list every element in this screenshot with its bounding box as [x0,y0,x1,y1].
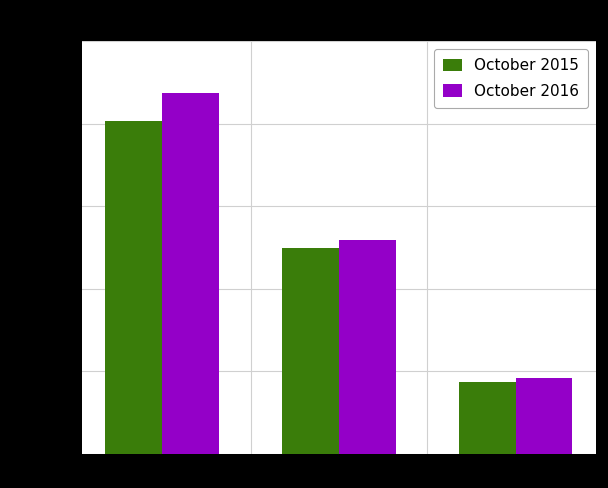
Bar [339,240,396,454]
Bar [516,378,573,454]
Bar [105,121,162,454]
Legend: October 2015, October 2016: October 2015, October 2016 [434,49,588,108]
Bar [459,383,516,454]
Bar [162,93,219,454]
Bar [282,247,339,454]
